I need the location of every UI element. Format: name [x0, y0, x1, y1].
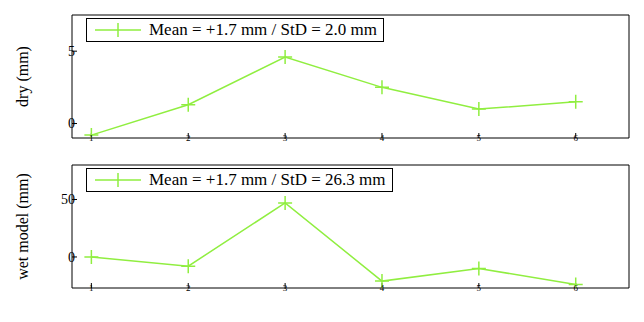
svg-text:1: 1 [89, 283, 94, 293]
html-text:Mean = +1.7 mm / StD = 2.0 mm: Mean = +1.7 mm / StD = 2.0 mm [149, 20, 377, 39]
svg-text:4: 4 [380, 133, 385, 143]
svg-text:3: 3 [283, 283, 288, 293]
svg-text:0: 0 [68, 250, 75, 265]
svg-text:2: 2 [186, 133, 191, 143]
svg-text:2: 2 [186, 283, 191, 293]
svg-text:5: 5 [477, 133, 482, 143]
svg-text:4: 4 [380, 283, 385, 293]
svg-text:1: 1 [89, 133, 94, 143]
svg-text:50: 50 [61, 192, 75, 207]
svg-text:wet model (mm): wet model (mm) [14, 173, 32, 280]
svg-text:6: 6 [573, 133, 578, 143]
svg-text:dry (mm): dry (mm) [14, 46, 32, 107]
svg-text:5: 5 [68, 44, 75, 59]
svg-text:5: 5 [477, 283, 482, 293]
html-text:Mean = +1.7 mm / StD = 26.3 mm: Mean = +1.7 mm / StD = 26.3 mm [149, 170, 386, 189]
svg-text:3: 3 [283, 133, 288, 143]
svg-text:0: 0 [68, 116, 75, 131]
svg-text:6: 6 [573, 283, 578, 293]
